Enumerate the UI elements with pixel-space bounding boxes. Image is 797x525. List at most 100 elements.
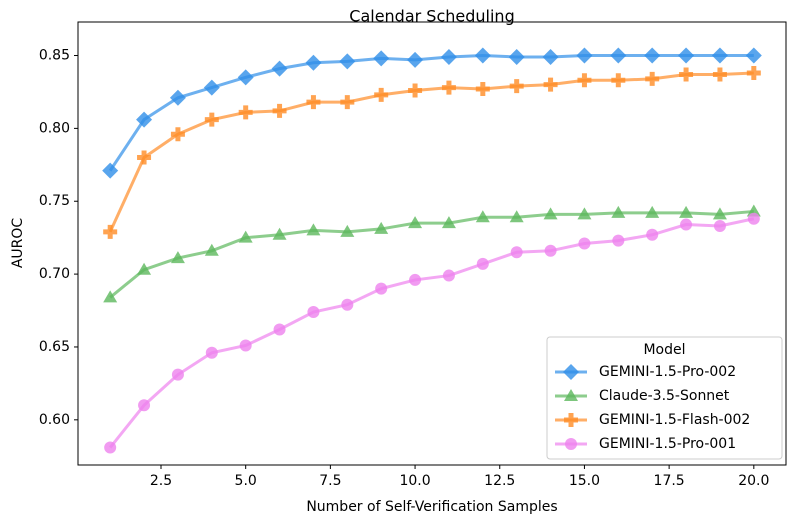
marker (374, 87, 389, 102)
marker (374, 221, 389, 234)
marker (510, 246, 523, 259)
marker (679, 205, 694, 218)
legend-label: GEMINI-1.5-Pro-002 (599, 364, 736, 380)
marker (305, 54, 322, 71)
marker (239, 339, 252, 352)
marker (307, 305, 320, 318)
series-line (109, 209, 754, 299)
series-line (108, 71, 754, 233)
marker (272, 103, 287, 118)
y-tick-label: 0.70 (39, 266, 70, 282)
marker (441, 80, 456, 95)
marker (474, 47, 491, 64)
x-tick-label: 20.0 (738, 473, 769, 489)
marker (611, 205, 626, 218)
marker (680, 218, 693, 231)
marker (238, 105, 253, 120)
marker (747, 212, 760, 225)
marker (576, 47, 593, 64)
marker (475, 82, 490, 97)
marker (645, 205, 660, 218)
x-tick-label: 15.0 (569, 473, 600, 489)
x-tick-label: 12.5 (484, 473, 515, 489)
marker (340, 224, 355, 237)
marker (170, 251, 185, 264)
x-tick-label: 7.5 (319, 473, 341, 489)
marker (340, 95, 355, 110)
x-tick-label: 17.5 (654, 473, 685, 489)
marker (203, 79, 220, 96)
marker (475, 210, 490, 223)
marker (103, 290, 118, 303)
legend: Model GEMINI-1.5-Pro-002 Claude-3.5-Sonnet… (546, 336, 783, 460)
marker (713, 220, 726, 233)
marker (509, 79, 524, 94)
marker (711, 47, 728, 64)
marker (508, 48, 525, 65)
x-tick-label: 5.0 (235, 473, 257, 489)
marker (171, 368, 184, 381)
marker (577, 73, 592, 88)
marker (611, 73, 626, 88)
legend-marker (565, 438, 577, 450)
marker (138, 399, 151, 412)
marker (237, 69, 254, 86)
marker (273, 323, 286, 336)
marker (136, 111, 153, 128)
marker (373, 50, 390, 67)
y-tick-label: 0.60 (39, 412, 70, 428)
marker (679, 67, 694, 82)
marker (306, 95, 321, 110)
legend-label: Claude-3.5-Sonnet (599, 388, 730, 404)
marker (407, 51, 424, 68)
marker (542, 48, 559, 65)
chart-title: Calendar Scheduling (349, 7, 514, 26)
marker (204, 112, 219, 127)
legend-label: GEMINI-1.5-Pro-001 (599, 436, 736, 452)
marker (745, 47, 762, 64)
x-axis-label: Number of Self-Verification Samples (306, 499, 557, 515)
marker (646, 228, 659, 241)
marker (102, 162, 119, 179)
marker (644, 47, 661, 64)
marker (306, 223, 321, 236)
marker (137, 262, 152, 275)
marker (577, 207, 592, 220)
marker (409, 273, 422, 286)
marker (544, 244, 557, 257)
y-tick-label: 0.65 (39, 339, 70, 355)
series-line (108, 54, 754, 172)
marker (476, 257, 489, 270)
legend-box (546, 336, 783, 460)
marker (678, 47, 695, 64)
marker (712, 67, 727, 82)
marker (169, 89, 186, 106)
y-axis-label: AUROC (10, 218, 26, 269)
marker (746, 66, 761, 81)
marker (271, 60, 288, 77)
marker (543, 207, 558, 220)
marker (442, 269, 455, 282)
marker (103, 224, 118, 239)
marker (375, 282, 388, 295)
legend-title: Model (643, 342, 685, 358)
marker (104, 441, 117, 454)
marker (543, 77, 558, 92)
marker (272, 227, 287, 240)
marker (440, 48, 457, 65)
marker (137, 150, 152, 165)
marker (339, 53, 356, 70)
marker (645, 71, 660, 86)
legend-marker (564, 413, 578, 427)
y-tick-label: 0.85 (39, 48, 70, 64)
marker (170, 127, 185, 142)
y-tick-label: 0.75 (39, 193, 70, 209)
marker (408, 216, 423, 229)
x-tick-label: 10.0 (399, 473, 430, 489)
marker (712, 207, 727, 220)
marker (204, 243, 219, 256)
marker (238, 230, 253, 243)
marker (205, 346, 218, 359)
marker (408, 83, 423, 98)
